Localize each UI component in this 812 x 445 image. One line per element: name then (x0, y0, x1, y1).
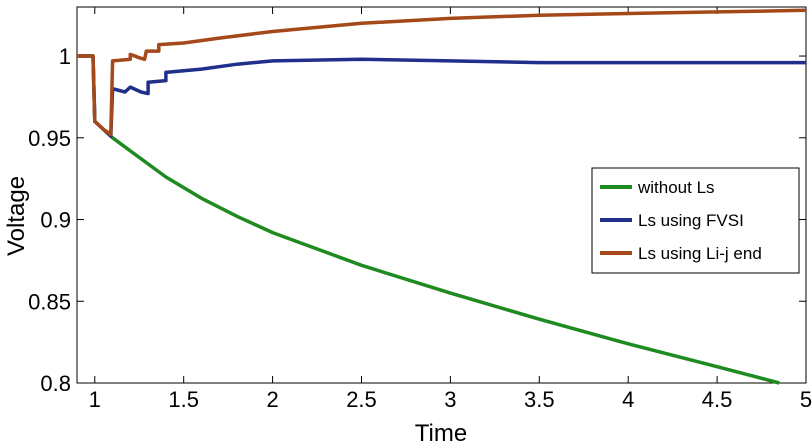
y-tick-label: 0.9 (40, 208, 71, 233)
legend-label-fvsi: Ls using FVSI (638, 211, 744, 230)
y-axis-label: Voltage (3, 176, 30, 256)
x-tick-label: 2 (266, 387, 278, 412)
y-tick-label: 1 (59, 44, 71, 69)
axis-ticks: 1 1.5 2 2.5 3 3.5 4 4.5 5 0.8 0.85 0.9 0.95 1 (28, 7, 812, 412)
y-tick-label: 0.8 (40, 371, 71, 396)
x-tick-label: 3 (444, 387, 456, 412)
series-group (77, 8, 807, 385)
y-tick-label: 0.85 (28, 289, 71, 314)
x-tick-label: 1 (89, 387, 101, 412)
legend: without Ls Ls using FVSI Ls using Li-j e… (591, 167, 800, 274)
x-tick-label: 4 (622, 387, 634, 412)
y-tick-label: 0.95 (28, 126, 71, 151)
legend-label-lij: Ls using Li-j end (638, 244, 762, 263)
series-line-3 (77, 8, 807, 137)
x-tick-label: 4.5 (702, 387, 733, 412)
x-tick-label: 3.5 (524, 387, 555, 412)
legend-label-without-ls: without Ls (637, 178, 715, 197)
x-axis-label: Time (415, 420, 467, 445)
x-tick-label: 5 (800, 387, 812, 412)
x-tick-label: 2.5 (346, 387, 377, 412)
x-tick-label: 1.5 (168, 387, 199, 412)
